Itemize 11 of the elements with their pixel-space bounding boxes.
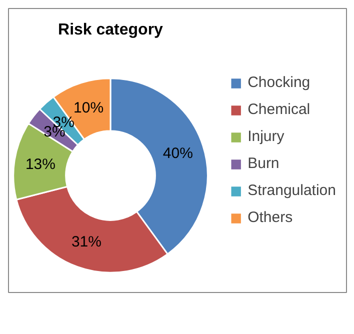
chart-title: Risk category (58, 21, 164, 38)
data-label: 40% (162, 145, 193, 162)
legend-label: Injury (248, 128, 284, 145)
legend-label: Chemical (248, 101, 310, 118)
legend-label: Chocking (248, 74, 310, 91)
legend-label: Others (248, 209, 293, 226)
data-label: 31% (71, 234, 102, 251)
legend-label: Burn (248, 155, 280, 172)
legend-label: Strangulation (248, 182, 336, 199)
data-label: 10% (74, 100, 104, 117)
data-label: 13% (25, 156, 56, 173)
